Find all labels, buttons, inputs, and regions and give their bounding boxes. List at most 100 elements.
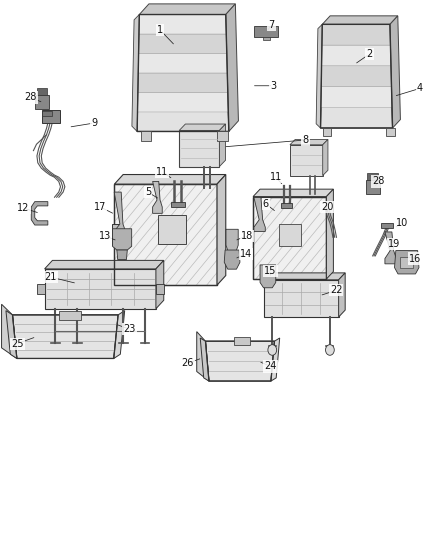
Text: 17: 17: [94, 202, 106, 212]
Text: 11: 11: [156, 167, 168, 177]
Polygon shape: [114, 184, 217, 285]
Polygon shape: [171, 201, 185, 207]
Text: 5: 5: [145, 187, 151, 197]
Polygon shape: [367, 173, 378, 180]
Polygon shape: [59, 311, 81, 320]
Circle shape: [268, 345, 277, 356]
Circle shape: [325, 345, 334, 356]
Polygon shape: [37, 284, 45, 294]
Text: 25: 25: [11, 338, 24, 349]
Polygon shape: [281, 203, 292, 208]
Polygon shape: [321, 45, 391, 66]
Polygon shape: [321, 66, 392, 86]
Polygon shape: [234, 337, 250, 345]
Text: 19: 19: [389, 239, 401, 249]
Polygon shape: [138, 34, 227, 53]
Polygon shape: [254, 197, 265, 231]
Polygon shape: [253, 189, 333, 197]
Polygon shape: [139, 14, 226, 34]
Polygon shape: [179, 124, 226, 131]
Text: 2: 2: [367, 49, 373, 59]
Polygon shape: [253, 197, 326, 279]
Polygon shape: [322, 25, 390, 45]
Text: 26: 26: [181, 358, 194, 368]
Polygon shape: [138, 93, 228, 112]
Polygon shape: [114, 311, 125, 359]
Polygon shape: [158, 215, 187, 244]
Polygon shape: [366, 180, 380, 193]
Polygon shape: [264, 273, 345, 280]
Polygon shape: [200, 338, 209, 381]
Polygon shape: [390, 16, 400, 128]
Polygon shape: [139, 4, 235, 14]
Polygon shape: [226, 4, 238, 132]
Polygon shape: [179, 131, 219, 166]
Polygon shape: [321, 86, 392, 107]
Polygon shape: [152, 181, 162, 213]
Polygon shape: [205, 341, 275, 381]
Text: 12: 12: [17, 203, 30, 213]
Text: 3: 3: [271, 81, 277, 91]
Polygon shape: [137, 14, 229, 132]
Polygon shape: [316, 25, 322, 128]
Text: 20: 20: [321, 202, 333, 212]
Polygon shape: [117, 250, 127, 260]
Text: 1: 1: [157, 25, 163, 35]
Polygon shape: [114, 174, 226, 184]
Polygon shape: [326, 189, 333, 279]
Polygon shape: [381, 223, 393, 228]
Polygon shape: [6, 311, 17, 359]
Polygon shape: [138, 53, 227, 73]
Polygon shape: [260, 265, 276, 288]
Text: 11: 11: [270, 172, 282, 182]
Polygon shape: [224, 250, 240, 269]
Text: 18: 18: [241, 231, 253, 241]
Text: 6: 6: [263, 199, 269, 209]
Polygon shape: [290, 145, 323, 175]
Polygon shape: [322, 16, 398, 25]
Polygon shape: [42, 110, 60, 123]
Polygon shape: [254, 26, 279, 37]
Polygon shape: [138, 73, 228, 93]
Text: 23: 23: [124, 324, 136, 334]
Polygon shape: [290, 140, 328, 145]
Polygon shape: [321, 25, 392, 128]
Polygon shape: [386, 128, 395, 136]
Polygon shape: [42, 111, 52, 116]
Text: 4: 4: [417, 83, 423, 93]
Text: 28: 28: [24, 92, 36, 102]
Polygon shape: [271, 338, 280, 381]
Text: 16: 16: [410, 254, 422, 263]
Polygon shape: [156, 284, 164, 294]
Polygon shape: [45, 261, 164, 269]
Polygon shape: [323, 140, 328, 175]
Polygon shape: [264, 280, 339, 317]
Polygon shape: [12, 315, 118, 359]
Text: 8: 8: [302, 135, 308, 145]
Polygon shape: [395, 251, 419, 274]
Text: 9: 9: [92, 118, 98, 128]
Text: 22: 22: [330, 286, 342, 295]
Polygon shape: [400, 257, 413, 268]
Polygon shape: [31, 201, 48, 225]
Polygon shape: [114, 192, 126, 237]
Polygon shape: [323, 128, 332, 136]
Polygon shape: [112, 224, 119, 245]
Polygon shape: [45, 269, 156, 309]
Text: 21: 21: [45, 272, 57, 282]
Polygon shape: [132, 14, 139, 132]
Text: 15: 15: [264, 266, 277, 276]
Polygon shape: [219, 124, 226, 166]
Polygon shape: [197, 332, 209, 381]
Polygon shape: [217, 132, 227, 141]
Polygon shape: [339, 273, 345, 317]
Text: 10: 10: [396, 218, 409, 228]
Polygon shape: [35, 95, 49, 109]
Text: 28: 28: [372, 176, 385, 187]
Text: 7: 7: [268, 20, 275, 30]
Polygon shape: [226, 229, 238, 253]
Polygon shape: [2, 304, 17, 359]
Text: 24: 24: [264, 361, 277, 372]
Polygon shape: [263, 37, 270, 40]
Polygon shape: [385, 232, 396, 264]
